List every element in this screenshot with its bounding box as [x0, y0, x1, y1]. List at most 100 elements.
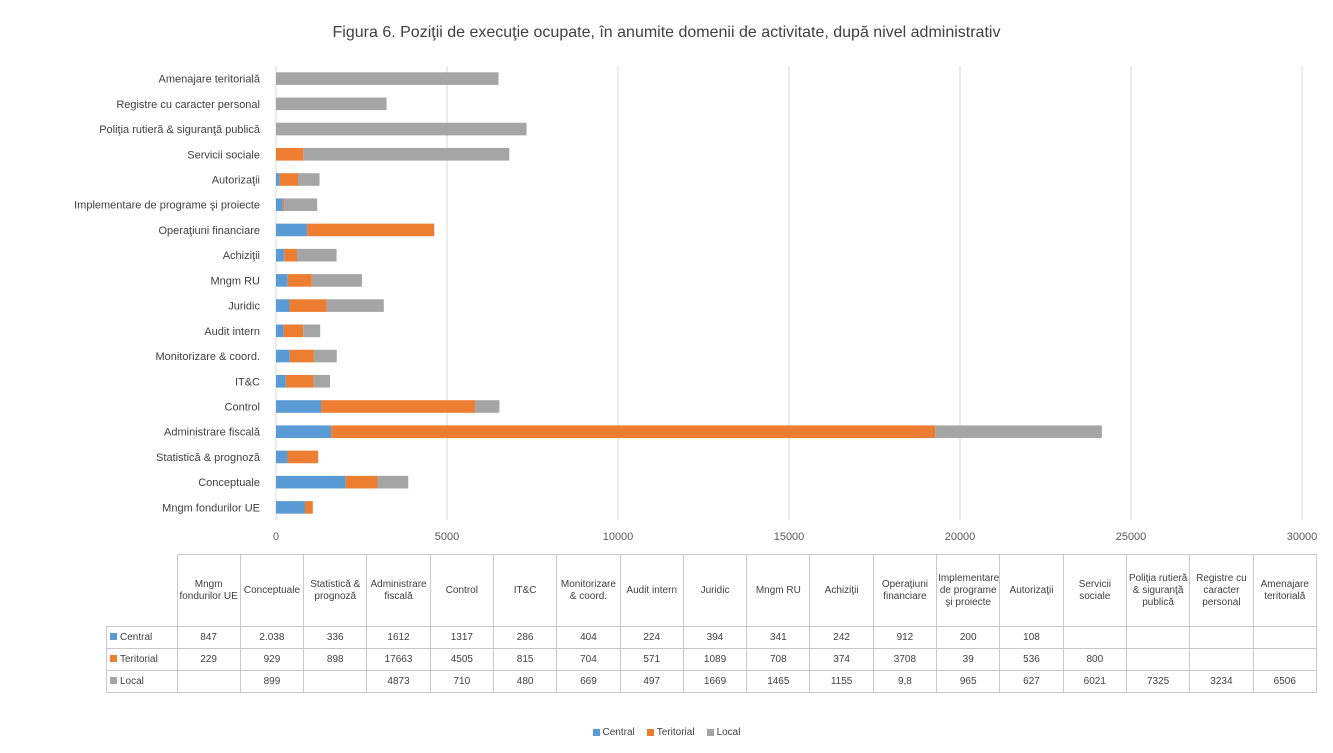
legend-item: Teritorial [646, 727, 695, 738]
data-table: Mngm fondurilor UE Conceptuale Statistică … [106, 554, 1318, 693]
bar-segment [284, 198, 318, 212]
bar-segment [307, 223, 435, 237]
table-series-label: Local [106, 670, 178, 693]
category-label: Poliţia rutieră & siguranţă publică [99, 124, 261, 136]
x-tick-label: 25000 [1116, 531, 1147, 543]
bar-segment [276, 374, 286, 388]
bar-segment [298, 173, 320, 186]
table-cell: 899 [239, 670, 305, 693]
series-name: Teritorial [120, 653, 158, 665]
category-label: Monitorizare & coord. [155, 351, 260, 363]
category-label: Audit intern [204, 326, 260, 338]
category-label: Administrare fiscală [164, 427, 261, 439]
table-cell: 6506 [1252, 670, 1318, 693]
table-cell: 480 [492, 670, 558, 693]
x-tick-label: 10000 [603, 531, 634, 543]
table-cell: 800 [1062, 648, 1127, 671]
table-cell [176, 670, 241, 693]
table-cell: 108 [999, 626, 1064, 649]
category-label: Control [225, 402, 260, 414]
table-cell: 229 [176, 648, 241, 671]
table-cell: 374 [809, 648, 874, 671]
category-label: Mngm RU [210, 275, 260, 287]
bar-segment [377, 475, 409, 489]
table-cell: 708 [746, 648, 811, 671]
table-cell: 929 [239, 648, 305, 671]
category-label: Autorizaţii [212, 175, 260, 187]
table-cell: 536 [999, 648, 1064, 671]
table-column-header: Autorizaţii [999, 554, 1064, 627]
table-cell: 9,8 [872, 670, 938, 693]
legend-label: Central [602, 727, 635, 738]
series-swatch [110, 655, 117, 663]
table-cell: 847 [176, 626, 241, 649]
table-cell [1189, 648, 1254, 671]
table-cell: 2.038 [239, 626, 305, 649]
bar-segment [321, 400, 476, 413]
table-row: Central 847 2.038 336 1612 1317 286 404 224 394 34… [106, 626, 1318, 649]
table-column-header: Amenajare teritorială [1252, 554, 1318, 627]
chart-title: Figura 6. Poziţii de execuţie ocupate, î… [332, 24, 1001, 41]
bar-segment [276, 198, 283, 212]
legend-item: Central [592, 727, 635, 738]
category-label: Achiziţii [223, 250, 260, 262]
bar-segment [276, 122, 527, 136]
table-cell: 3234 [1189, 670, 1254, 693]
category-label: IT&C [235, 376, 260, 388]
bar-segment [313, 349, 337, 363]
bar-segment [303, 324, 321, 338]
series-name: Local [120, 675, 144, 687]
bar-segment [311, 274, 362, 287]
table-cell: 200 [936, 626, 1001, 649]
table-cell: 1155 [809, 670, 874, 693]
series-swatch [110, 633, 117, 641]
table-column-header: Control [429, 554, 494, 627]
legend-label: Local [716, 727, 741, 738]
bar-segment [276, 475, 346, 489]
category-label: Operaţiuni financiare [158, 225, 260, 237]
category-label: Mngm fondurilor UE [162, 502, 260, 514]
table-column-header: Servicii sociale [1062, 554, 1127, 627]
table-cell: 4873 [366, 670, 431, 693]
table-column-header: Operaţiuni financiare [872, 554, 938, 627]
table-column-header: Statistică & prognoză [303, 554, 368, 627]
table-column-header: Achiziţii [809, 554, 874, 627]
table-cell [1252, 626, 1318, 649]
table-cell: 1317 [429, 626, 494, 649]
table-cell: 1669 [682, 670, 748, 693]
table-cell: 1465 [746, 670, 811, 693]
table-cell: 341 [746, 626, 811, 649]
x-tick-label: 5000 [435, 531, 459, 543]
table-cell [1062, 626, 1127, 649]
bar-segment [276, 501, 305, 514]
table-body: Central 847 2.038 336 1612 1317 286 404 224 394 34… [106, 626, 1318, 693]
bar-segment [276, 349, 290, 363]
bar-segment [289, 349, 314, 363]
x-tick-label: 20000 [945, 531, 976, 543]
bar-segment [276, 274, 288, 287]
bar-segment [284, 248, 298, 262]
table-cell: 4505 [429, 648, 494, 671]
legend-swatch [706, 728, 714, 736]
table-cell [1125, 648, 1191, 671]
legend-swatch [646, 728, 654, 736]
table-cell: 404 [556, 626, 621, 649]
bar-segment [276, 147, 304, 161]
table-column-header: Poliţia rutieră & siguranţă publică [1125, 554, 1191, 627]
table-cell: 6021 [1062, 670, 1127, 693]
bar-segment [276, 299, 290, 312]
bar-segment [276, 97, 387, 111]
bar-segment [282, 198, 285, 212]
series-swatch [110, 677, 117, 685]
x-tick-label: 30000 [1287, 531, 1318, 543]
table-cell: 394 [682, 626, 748, 649]
table-column-header: Audit intern [619, 554, 684, 627]
bar-segment [276, 400, 322, 413]
table-column-header: Mngm RU [746, 554, 811, 627]
category-label: Servicii sociale [187, 149, 260, 161]
table-column-header: Mngm fondurilor UE [176, 554, 241, 627]
table-cell: 17663 [366, 648, 431, 671]
bar-segment [276, 72, 499, 85]
bar-segment [276, 324, 284, 338]
